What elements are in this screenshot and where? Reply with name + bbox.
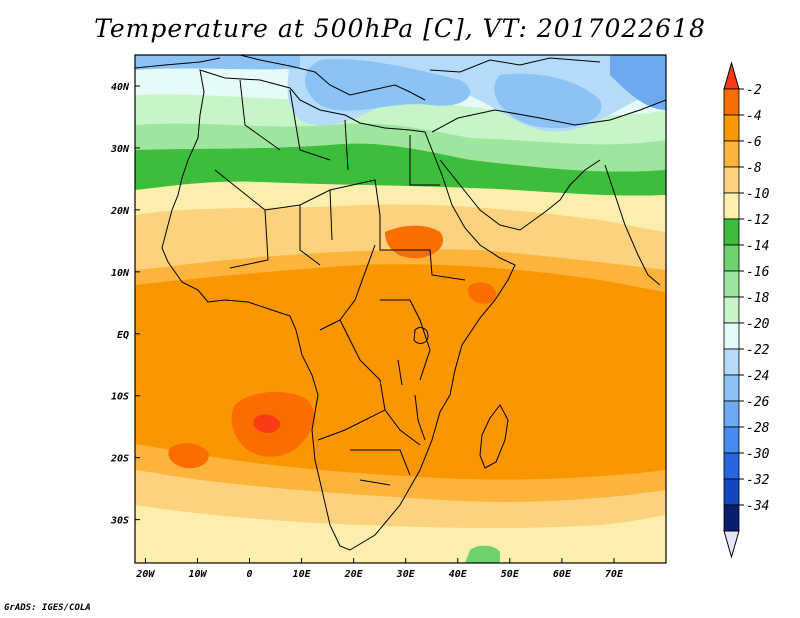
warm-pocket-somalia bbox=[468, 282, 497, 304]
y-tick-label: 30S bbox=[110, 516, 129, 527]
x-tick-label: 50E bbox=[501, 569, 520, 580]
colorbar: -2 -4 -6 -8 -10 -12 -14 -16 -18 -20 -22 -24 -26 -28 -3… bbox=[723, 61, 770, 559]
colorbar-label: -14 bbox=[746, 239, 769, 254]
arabian-coastline bbox=[431, 99, 666, 286]
coastlines-borders bbox=[135, 55, 666, 551]
x-axis: 20W 10W 0 10E 20E 30E 40E 50E 60E 70E bbox=[135, 558, 624, 580]
colorbar-swatch bbox=[723, 426, 740, 454]
x-tick-label: 10E bbox=[293, 569, 312, 580]
plot-frame bbox=[134, 54, 667, 564]
colorbar-label: -34 bbox=[746, 499, 769, 514]
colorbar-label: -28 bbox=[746, 421, 770, 436]
colorbar-label: -16 bbox=[746, 265, 770, 280]
band-minus12-south bbox=[135, 505, 666, 563]
colorbar-bottom-arrow bbox=[723, 530, 740, 559]
credit-label: GrADS: IGES/COLA bbox=[4, 603, 91, 613]
band-minus14-belt bbox=[135, 143, 666, 196]
cold-spot-south bbox=[465, 545, 500, 563]
y-tick-label: EQ bbox=[117, 330, 129, 341]
x-tick-label: 70E bbox=[605, 569, 624, 580]
europe-coastline bbox=[135, 55, 601, 101]
y-tick-label: 20N bbox=[110, 206, 130, 217]
y-tick-label: 10S bbox=[111, 392, 129, 403]
colorbar-swatch bbox=[723, 452, 740, 480]
madagascar-coastline bbox=[479, 404, 509, 469]
colorbar-label: -32 bbox=[746, 473, 770, 488]
colorbar-swatch bbox=[723, 244, 740, 272]
y-tick-label: 20S bbox=[110, 454, 129, 465]
colorbar-label: -20 bbox=[746, 317, 770, 332]
temperature-field bbox=[135, 55, 666, 563]
x-tick-label: 60E bbox=[553, 569, 572, 580]
africa-coastline bbox=[161, 69, 516, 551]
colorbar-swatch bbox=[723, 140, 740, 168]
y-axis: 40N 30N 20N 10N EQ 10S 20S 30S bbox=[110, 82, 140, 527]
colorbar-swatch bbox=[723, 88, 740, 116]
hot-core bbox=[253, 414, 281, 433]
colorbar-label: -12 bbox=[746, 213, 770, 228]
x-tick-label: 20E bbox=[344, 569, 364, 580]
cold-pool-ne bbox=[610, 55, 666, 110]
x-tick-label: 0 bbox=[247, 569, 253, 580]
colorbar-swatch bbox=[723, 296, 740, 324]
x-tick-label: 40E bbox=[449, 569, 468, 580]
colorbar-swatch bbox=[723, 166, 740, 194]
colorbar-label: -10 bbox=[746, 187, 770, 202]
map-title: Temperature at 500hPa [C], VT: 201702261… bbox=[94, 14, 706, 43]
colorbar-swatch bbox=[723, 270, 740, 298]
cold-pool-med bbox=[305, 59, 470, 111]
y-tick-label: 30N bbox=[110, 144, 130, 155]
x-tick-label: 20W bbox=[135, 569, 155, 580]
colorbar-label: -8 bbox=[746, 161, 762, 176]
x-tick-label: 10W bbox=[188, 569, 207, 580]
x-tick-label: 30E bbox=[396, 569, 416, 580]
colorbar-label: -2 bbox=[746, 83, 762, 98]
colorbar-label: -30 bbox=[746, 447, 770, 462]
colorbar-swatch bbox=[723, 114, 740, 142]
colorbar-swatch bbox=[723, 478, 740, 506]
colorbar-swatch bbox=[723, 348, 740, 376]
warm-pocket-sw bbox=[168, 443, 209, 469]
colorbar-top-arrow bbox=[723, 61, 740, 90]
colorbar-label: -4 bbox=[746, 109, 762, 124]
colorbar-label: -18 bbox=[746, 291, 770, 306]
colorbar-label: -6 bbox=[746, 135, 762, 150]
lakes bbox=[397, 327, 429, 441]
colorbar-label: -24 bbox=[746, 369, 769, 384]
y-tick-label: 10N bbox=[111, 268, 130, 279]
colorbar-swatch bbox=[723, 504, 740, 532]
colorbar-label: -22 bbox=[746, 343, 770, 358]
colorbar-label: -26 bbox=[746, 395, 770, 410]
y-tick-label: 40N bbox=[111, 82, 130, 93]
colorbar-swatch bbox=[723, 322, 740, 350]
colorbar-swatch bbox=[723, 400, 740, 428]
colorbar-swatch bbox=[723, 374, 740, 402]
country-borders bbox=[214, 79, 466, 486]
band-minus6 bbox=[135, 264, 666, 480]
colorbar-swatch bbox=[723, 192, 740, 220]
cold-pool-nw bbox=[135, 55, 300, 70]
colorbar-swatch bbox=[723, 218, 740, 246]
